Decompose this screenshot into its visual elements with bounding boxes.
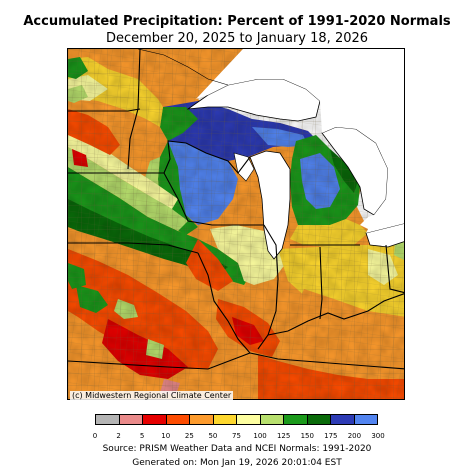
precipitation-map: [67, 48, 405, 400]
map-title: Accumulated Precipitation: Percent of 19…: [23, 14, 451, 29]
nd-mn-border: [68, 108, 141, 112]
canada-cover: [196, 49, 404, 233]
legend-tick-label: 150: [300, 432, 314, 440]
date-range-subtitle: December 20, 2025 to January 18, 2026: [105, 31, 369, 46]
il-indiana-border: [257, 224, 279, 350]
generated-timestamp: Generated on: Mon Jan 19, 2026 20:01:04 …: [132, 458, 342, 468]
color-legend: [95, 414, 378, 425]
legend-swatch: [190, 415, 214, 424]
legend-swatch: [331, 415, 355, 424]
legend-swatch: [143, 415, 167, 424]
canada-border-line: [137, 49, 229, 86]
legend-swatch: [119, 415, 143, 424]
legend-tick-label: 75: [232, 432, 241, 440]
ohio-pa-border: [385, 244, 404, 294]
legend-swatch: [213, 415, 237, 424]
legend-tick-label: 0: [92, 432, 98, 440]
legend-tick-label: 200: [347, 432, 362, 440]
legend-tick-label: 300: [371, 432, 385, 440]
legend-swatch: [260, 415, 284, 424]
wisconsin-north-border: [163, 140, 251, 174]
legend-swatch: [354, 415, 377, 424]
map-canvas: [68, 49, 404, 399]
indiana-ohio-border: [319, 246, 323, 320]
legend-tick-label: 50: [208, 432, 218, 440]
iowa-missouri-border: [68, 242, 199, 254]
mn-wi-west-border: [127, 49, 141, 170]
legend-swatch: [284, 415, 308, 424]
kentucky-tennessee-border: [249, 352, 404, 370]
state-boundaries: [68, 49, 404, 370]
legend-swatch: [307, 415, 331, 424]
lake-michigan-outline: [249, 150, 291, 260]
legend-tick-label: 2: [116, 432, 121, 440]
legend-tick-label: 25: [184, 432, 194, 440]
legend-swatch: [96, 415, 120, 424]
legend-tick-label: 125: [276, 432, 291, 440]
ohio-river: [267, 293, 404, 336]
legend-tick-label: 10: [161, 432, 171, 440]
missouri-arkansas-border: [68, 352, 251, 370]
legend-tick-label: 175: [324, 432, 338, 440]
legend-swatch: [237, 415, 261, 424]
wi-iowa-il-border: [163, 172, 213, 226]
legend-tick-label: 5: [139, 432, 145, 440]
legend-tick-labels: 0 2 5 10 25 50 75 100 125 150 175 200 300: [92, 432, 385, 442]
il-missouri-border: [197, 252, 251, 354]
legend-tick-label: 100: [253, 432, 267, 440]
green-bay-outline: [233, 152, 255, 182]
legend-swatch: [166, 415, 190, 424]
credit-text: (c) Midwestern Regional Climate Center: [70, 391, 234, 401]
source-text: Source: PRISM Weather Data and NCEI Norm…: [102, 444, 372, 454]
